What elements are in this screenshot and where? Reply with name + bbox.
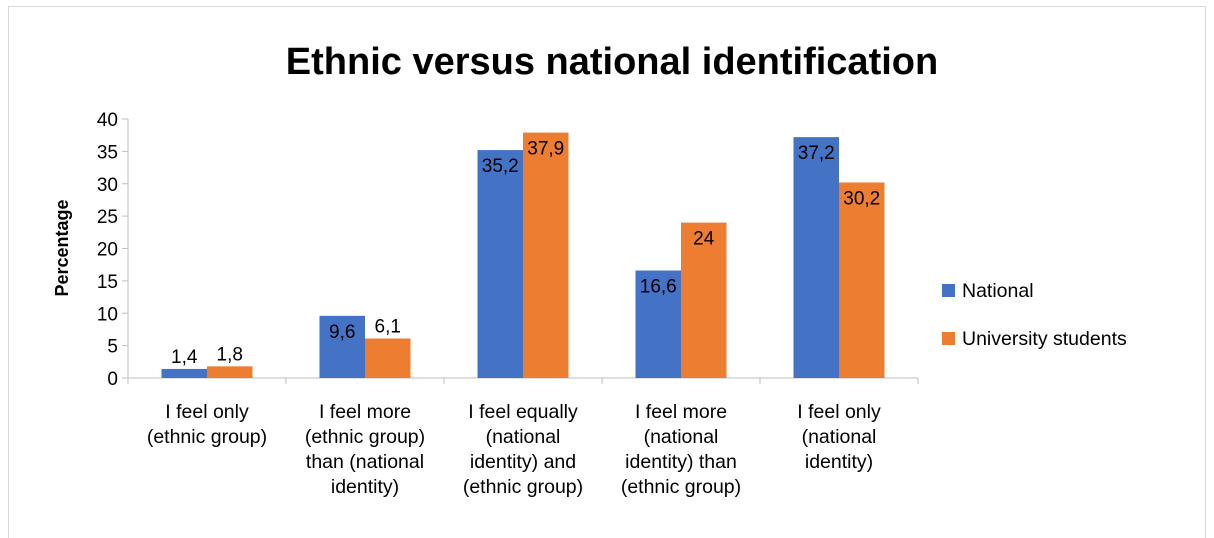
category-label-line: (ethnic group) [147, 426, 267, 448]
y-tick-label: 30 [97, 175, 118, 196]
legend-swatch [942, 332, 955, 345]
chart-title: Ethnic versus national identification [286, 41, 938, 83]
legend-label: National [962, 280, 1034, 302]
y-tick-label: 40 [97, 110, 118, 131]
bar-university-students [365, 338, 411, 378]
y-axis-title: Percentage [52, 199, 72, 296]
category-label: I feel more (national identity) than (ethni… [621, 401, 741, 498]
data-label: 37,9 [527, 139, 564, 160]
chart-frame [8, 6, 1206, 538]
data-label: 6,1 [375, 317, 401, 338]
bar-national [319, 315, 365, 378]
bar-national [635, 270, 681, 378]
bar-university-students [681, 222, 727, 378]
y-tick-label: 15 [97, 272, 118, 293]
category-label-line: identity) [331, 476, 399, 498]
category-label-line: I feel more [319, 401, 411, 423]
bars [161, 132, 885, 378]
bar-university-students [207, 366, 253, 378]
category-label-line: I feel only [797, 401, 881, 423]
bar-national [793, 137, 839, 378]
legend-label: University students [962, 328, 1127, 350]
category-label-line: identity) [805, 451, 873, 473]
y-tick-label: 5 [107, 337, 118, 358]
category-label-line: identity) and [470, 451, 576, 473]
y-tick-label: 35 [97, 142, 118, 163]
data-label: 9,6 [329, 322, 355, 343]
bar-university-students [839, 182, 885, 378]
bar-university-students [523, 132, 569, 378]
data-label: 1,4 [171, 347, 198, 368]
data-label: 35,2 [482, 156, 519, 177]
legend-swatch [942, 284, 955, 297]
category-labels: I feel only (ethnic group) I feel more (eth… [147, 401, 881, 498]
category-label-line: (ethnic group) [621, 476, 741, 498]
category-label-line: (national [486, 426, 561, 448]
data-label: 1,8 [217, 344, 243, 365]
data-labels: 1,4 1,8 9,6 6,1 35,2 37,9 16,6 24 37,2 30,2 [171, 139, 880, 368]
category-label-line: identity) than [625, 451, 737, 473]
category-label-line: than (national [306, 451, 424, 473]
category-label-line: (national [802, 426, 877, 448]
bar-national [161, 368, 207, 378]
data-label: 24 [693, 229, 715, 250]
axes: 0 5 10 15 20 25 30 35 40 [97, 110, 919, 390]
category-label: I feel more (ethnic group) than (national i… [305, 401, 425, 498]
category-label: I feel equally (national identity) and (eth… [463, 401, 583, 498]
category-label-line: (national [644, 426, 719, 448]
category-label-line: I feel more [635, 401, 727, 423]
category-label: I feel only (ethnic group) [147, 401, 267, 448]
category-label: I feel only (national identity) [797, 401, 881, 473]
category-label-line: I feel only [165, 401, 249, 423]
bar-national [477, 150, 523, 378]
data-label: 30,2 [843, 188, 880, 209]
category-label-line: I feel equally [468, 401, 578, 423]
y-tick-label: 25 [97, 207, 118, 228]
data-label: 37,2 [798, 143, 835, 164]
data-label: 16,6 [640, 277, 677, 298]
category-label-line: (ethnic group) [463, 476, 583, 498]
legend: National University students [942, 280, 1127, 350]
y-tick-label: 0 [107, 369, 118, 390]
y-tick-label: 10 [97, 304, 118, 325]
category-label-line: (ethnic group) [305, 426, 425, 448]
y-tick-label: 20 [97, 240, 118, 261]
